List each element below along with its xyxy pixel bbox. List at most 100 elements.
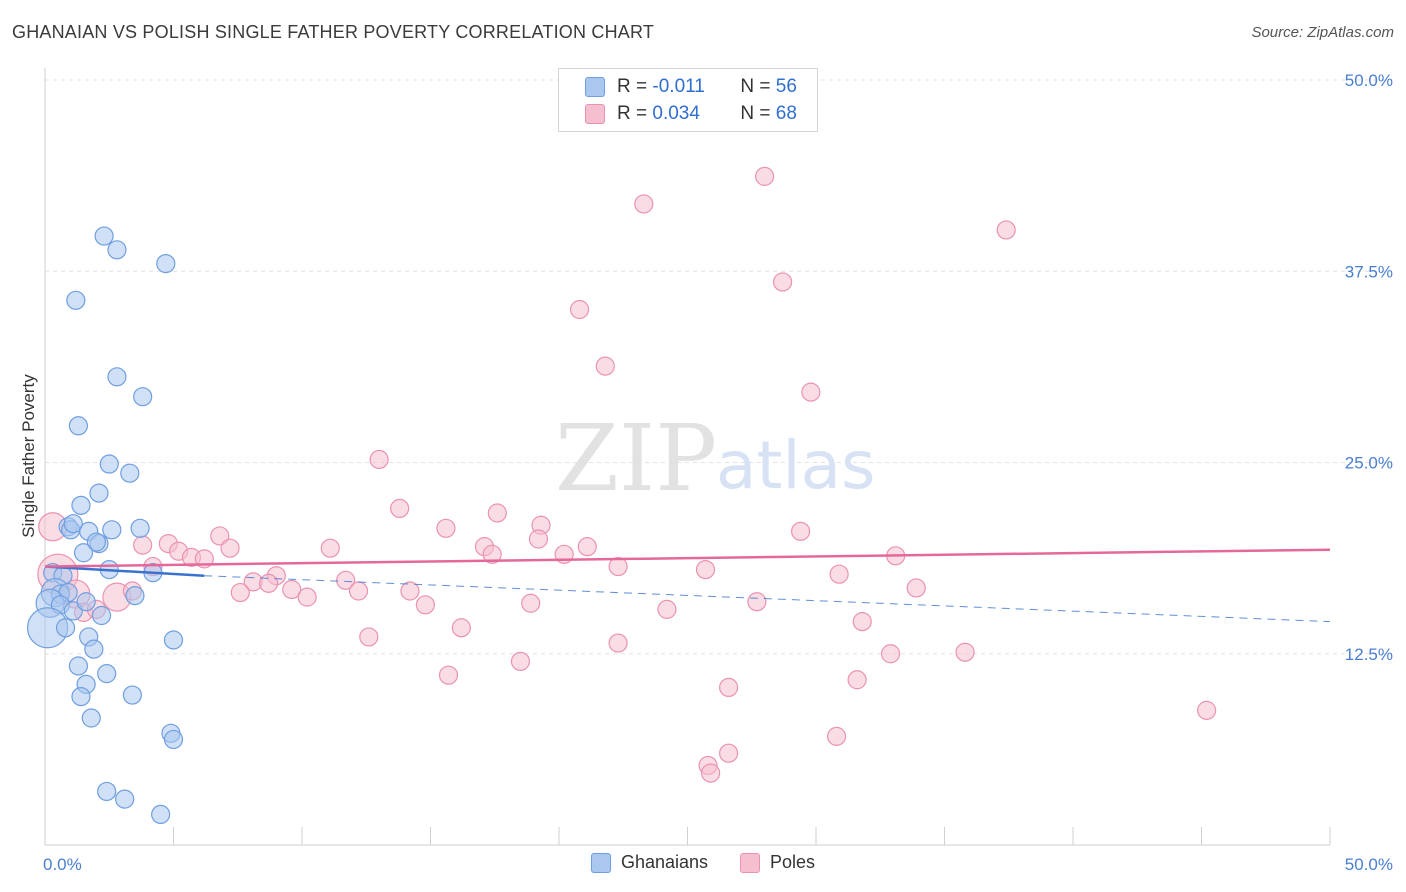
poles-point [348,581,369,601]
legend-item-poles[interactable]: Poles [740,852,815,873]
ghanaians-point [91,605,112,626]
poles-point [996,220,1016,240]
poles-swatch [585,104,605,124]
ghanaians-legend-swatch [590,852,611,873]
poles-point [487,503,507,523]
poles-point [577,537,597,557]
poles-point [133,535,153,555]
poles-trend-line [44,548,1331,568]
poles-point [438,665,459,685]
poles-point [608,633,628,653]
ghanaians-trend-line [44,565,205,577]
ghanaians-legend-label: Ghanaians [620,852,709,872]
series-legend: Ghanaians Poles [0,852,1406,873]
grid-lines [45,79,1392,655]
poles-point [1197,700,1217,720]
y-tick-label: 25.0% [1345,454,1393,473]
correlation-legend: R = -0.011 N = 56 R = 0.034 N = 68 [558,68,818,132]
trend-lines [44,548,1331,623]
ghanaians-point [66,290,86,310]
ghanaians-point [133,387,153,407]
y-axis-label: Single Father Poverty [19,374,38,538]
y-tick-label: 50.0% [1345,71,1393,90]
poles-point [595,356,615,376]
watermark-zip: ZIP [555,405,717,512]
poles-point [390,498,410,518]
poles-point [826,726,847,746]
x-tick-label-min: 0.0% [43,855,82,874]
poles-point [297,587,317,607]
poles-point [852,612,872,632]
r-label: R = [617,76,648,97]
poles-point [719,743,739,763]
ghanaians-points [26,226,184,825]
poles-point [359,627,379,647]
ghanaians-r-value: -0.011 [652,76,705,97]
ghanaians-point [55,618,76,638]
ghanaians-point [107,240,127,260]
ghanaians-point [68,656,89,676]
ghanaians-point [73,543,94,563]
poles-point [772,272,793,292]
poles-point [880,644,901,664]
r-label: R = [617,103,648,124]
poles-point [230,582,250,603]
axes [44,68,1331,846]
poles-point [510,651,531,672]
poles-points [37,166,1217,783]
legend-row-poles: R = 0.034 N = 68 [585,101,797,127]
poles-point [320,538,340,558]
poles-point [451,618,471,638]
poles-point [608,556,628,577]
watermark-atlas: atlas [716,427,876,504]
ghanaians-point [68,416,89,436]
poles-point [701,763,721,783]
poles-point [829,564,849,584]
ghanaians-point [122,685,142,705]
poles-point [906,578,926,598]
ghanaians-point [97,664,117,684]
poles-r-value: 0.034 [652,103,700,124]
ghanaians-point [125,586,145,606]
ghanaians-point [163,729,184,750]
ghanaians-point [99,454,119,474]
poles-legend-label: Poles [770,852,816,872]
poles-point [569,299,590,320]
legend-item-ghanaians[interactable]: Ghanaians [590,852,709,873]
poles-point [282,579,302,600]
ghanaians-point [130,518,150,538]
poles-point [220,538,240,558]
ghanaians-point [89,483,109,503]
ghanaians-point [156,254,176,274]
x-tick-label-max: 50.0% [1345,855,1393,874]
y-tick-label: 12.5% [1345,645,1393,664]
chart-title: GHANAIAN VS POLISH SINGLE FATHER POVERTY… [12,22,655,42]
poles-point [400,581,420,601]
ghanaians-point [71,686,91,707]
poles-point [415,595,435,615]
ghanaians-trend-dashed [204,575,1331,623]
tick-labels: 12.5% 25.0% 37.5% 50.0% 0.0% 50.0% [43,71,1393,874]
ghanaians-point [163,630,184,650]
poles-point [747,592,767,612]
poles-point [521,593,541,613]
ghanaians-point [102,520,122,540]
poles-point [634,194,654,214]
ghanaians-point [84,639,104,659]
poles-point [336,570,356,590]
source-label: Source: ZipAtlas.com [1251,24,1394,41]
poles-point [210,526,230,546]
poles-point [955,642,975,662]
y-tick-label: 37.5% [1345,262,1393,281]
ghanaians-point [76,592,96,612]
poles-point [369,449,389,470]
poles-n-value: 68 [775,103,797,124]
poles-point [657,599,677,619]
ghanaians-point [71,495,91,515]
ghanaians-point [120,463,140,483]
n-label: N = [740,103,771,124]
ghanaians-swatch [585,77,605,97]
poles-point [790,521,811,541]
poles-point [436,518,456,538]
